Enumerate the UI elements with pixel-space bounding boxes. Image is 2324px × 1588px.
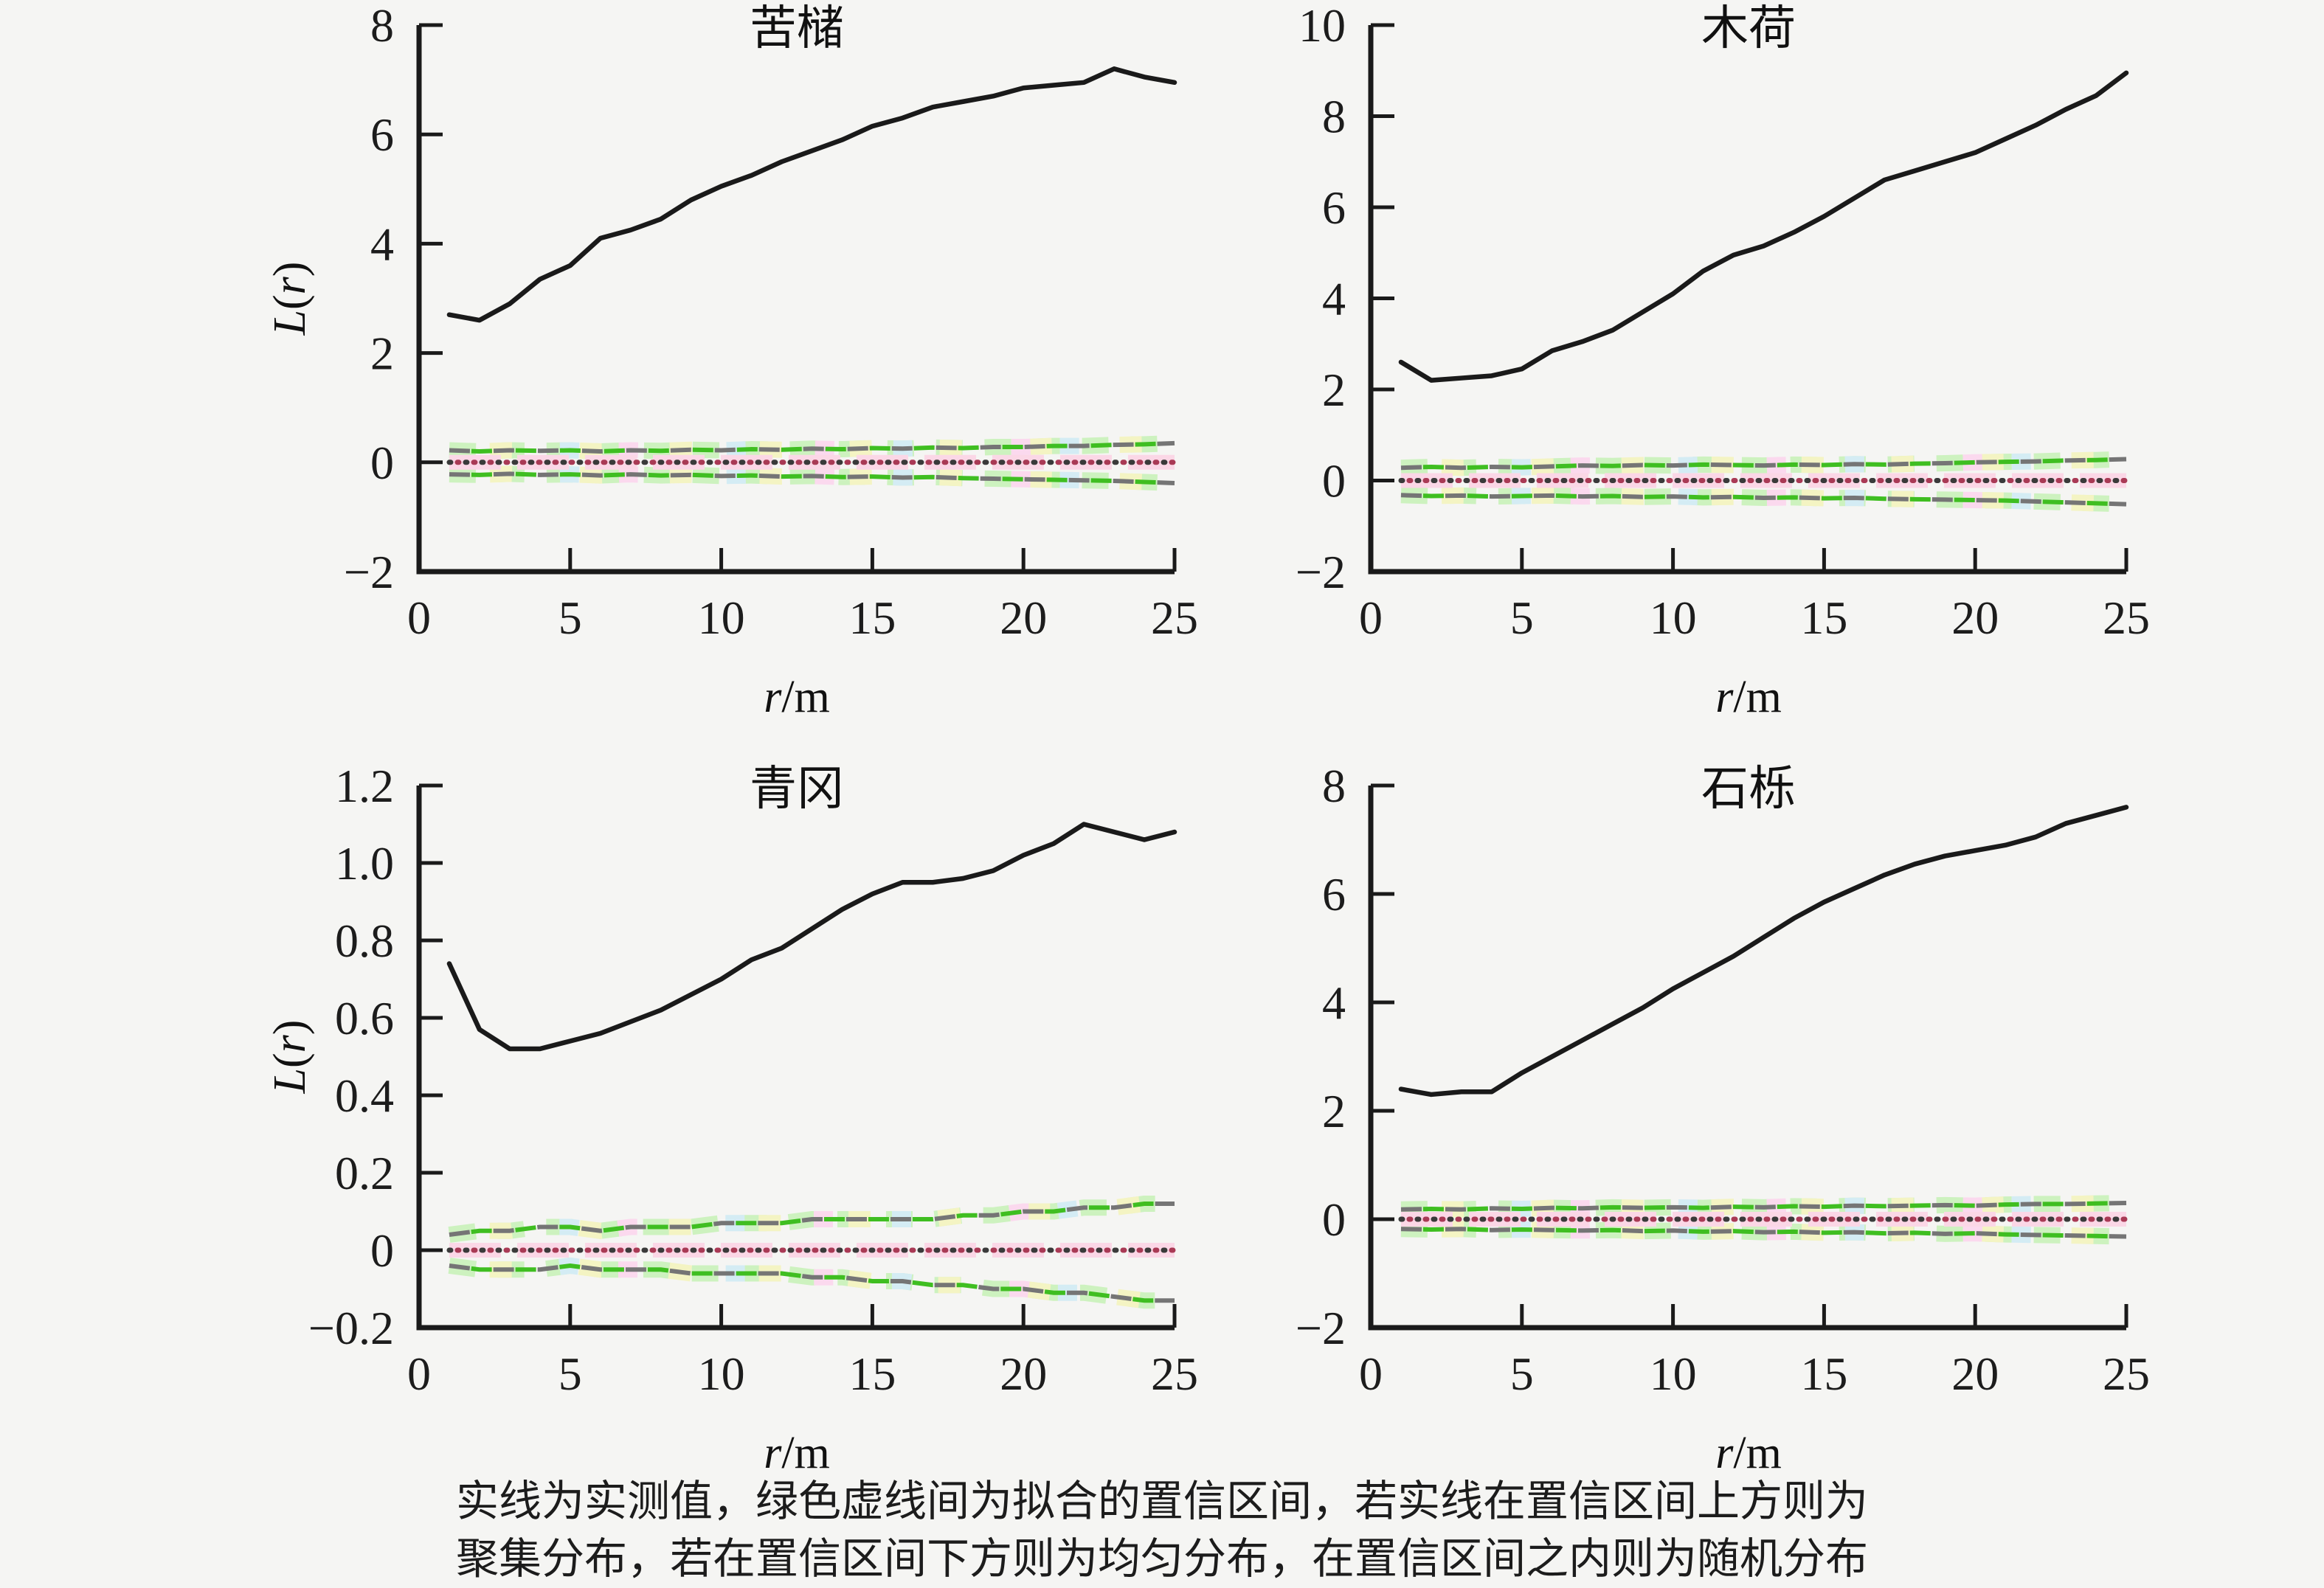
- panel-title: 木荷: [1701, 2, 1796, 55]
- figure-caption-line2: 聚集分布，若在置信区间下方则为均匀分布，在置信区间之内则为随机分布: [456, 1535, 1868, 1583]
- x-tick-label: 20: [1951, 592, 1999, 644]
- y-tick-label: 0: [1322, 455, 1346, 507]
- envelope-upper-line-dash-gray: [1400, 1200, 2127, 1212]
- x-tick-label: 15: [1800, 592, 1847, 644]
- x-tick-label: 10: [1650, 592, 1697, 644]
- observed-line: [1398, 70, 2129, 383]
- envelope-upper-line-dash-gray: [449, 440, 1175, 454]
- x-tick-label: 20: [1000, 592, 1047, 644]
- x-tick-label: 10: [698, 1348, 745, 1400]
- x-tick-label: 0: [1359, 592, 1383, 644]
- y-tick-label: 0: [370, 1224, 394, 1277]
- envelope-upper-line-dash-gray: [449, 1202, 1175, 1237]
- envelope-upper-line-dash-green: [1400, 1200, 2127, 1212]
- y-tick-label: −2: [344, 546, 394, 598]
- y-tick-label: 0.8: [335, 915, 394, 967]
- x-tick-label: 25: [2103, 592, 2150, 644]
- y-tick-label: 8: [1322, 760, 1346, 812]
- envelope-upper-line-dash-green: [449, 440, 1175, 454]
- y-axis-label: L(r): [265, 262, 315, 336]
- panel-title: 苦槠: [750, 2, 844, 55]
- panel-title: 青冈: [750, 763, 844, 815]
- y-tick-label: 0.6: [335, 992, 394, 1044]
- y-tick-label: 0: [370, 437, 394, 489]
- x-axis-label: r/m: [1715, 672, 1782, 722]
- envelope-lower-line-dash-gray: [1400, 1227, 2127, 1239]
- x-tick-label: 25: [1151, 592, 1198, 644]
- x-tick-label: 25: [1151, 1348, 1198, 1400]
- envelope-lower-line-dash-green: [449, 471, 1175, 485]
- y-tick-label: 1.0: [335, 837, 394, 890]
- observed-line: [1398, 805, 2129, 1098]
- y-tick-label: 0.2: [335, 1147, 394, 1199]
- envelope-lower-line-dash-green: [1400, 1227, 2127, 1239]
- envelope-upper-line-dash-green: [1400, 457, 2127, 471]
- x-axis-label: r/m: [764, 672, 830, 722]
- envelope-lower-line-dash-green: [449, 1263, 1175, 1303]
- x-tick-label: 0: [407, 592, 431, 644]
- x-tick-label: 10: [698, 592, 745, 644]
- y-axis-label: L(r): [265, 1020, 315, 1095]
- envelope-lower-line-dash-green: [1400, 493, 2127, 507]
- x-tick-label: 15: [1800, 1348, 1847, 1400]
- x-tick-label: 20: [1000, 1348, 1047, 1400]
- x-tick-label: 10: [1650, 1348, 1697, 1400]
- x-tick-label: 25: [2103, 1348, 2150, 1400]
- y-tick-label: 4: [1322, 977, 1346, 1029]
- envelope-upper-line-dash-gray: [1400, 457, 2127, 471]
- x-tick-label: 0: [1359, 1348, 1383, 1400]
- y-tick-label: 4: [370, 218, 394, 270]
- y-tick-label: 1.2: [335, 760, 394, 812]
- x-axis-label: r/m: [764, 1428, 830, 1478]
- envelope-lower-line-dash-gray: [449, 1263, 1175, 1303]
- envelope-lower-line-dash-gray: [1400, 493, 2127, 507]
- y-tick-label: 6: [1322, 868, 1346, 920]
- y-tick-label: 2: [370, 327, 394, 380]
- y-tick-label: 8: [1322, 91, 1346, 143]
- x-tick-label: 5: [1510, 1348, 1534, 1400]
- x-tick-label: 0: [407, 1348, 431, 1400]
- y-tick-label: 2: [1322, 364, 1346, 416]
- y-tick-label: −2: [1296, 1302, 1346, 1354]
- y-tick-label: −0.2: [308, 1302, 394, 1354]
- x-tick-label: 20: [1951, 1348, 1999, 1400]
- x-axis-label: r/m: [1715, 1428, 1782, 1478]
- panel-title: 石栎: [1701, 763, 1796, 815]
- y-tick-label: 6: [1322, 181, 1346, 234]
- y-tick-label: 0: [1322, 1193, 1346, 1246]
- y-tick-label: 8: [370, 0, 394, 52]
- x-tick-label: 5: [558, 592, 582, 644]
- envelope-lower-line-dash-gray: [449, 471, 1175, 485]
- x-tick-label: 5: [1510, 592, 1534, 644]
- envelope-upper-line-dash-green: [449, 1202, 1175, 1237]
- x-tick-label: 5: [558, 1348, 582, 1400]
- observed-line: [446, 66, 1177, 323]
- observed-line: [446, 822, 1177, 1052]
- figure-caption-line1: 实线为实测值，绿色虚线间为拟合的置信区间，若实线在置信区间上方则为: [456, 1477, 1868, 1525]
- subplot-qinggang: −0.200.20.40.60.81.01.20 5 10 15 20 25青冈r/mL(…: [265, 760, 1198, 1478]
- y-tick-label: 2: [1322, 1085, 1346, 1137]
- y-tick-label: 6: [370, 108, 394, 161]
- y-tick-label: 0.4: [335, 1069, 394, 1122]
- x-tick-label: 15: [848, 1348, 896, 1400]
- y-tick-label: 4: [1322, 273, 1346, 325]
- y-tick-label: −2: [1296, 546, 1346, 598]
- y-tick-label: 10: [1298, 0, 1346, 52]
- x-tick-label: 15: [848, 592, 896, 644]
